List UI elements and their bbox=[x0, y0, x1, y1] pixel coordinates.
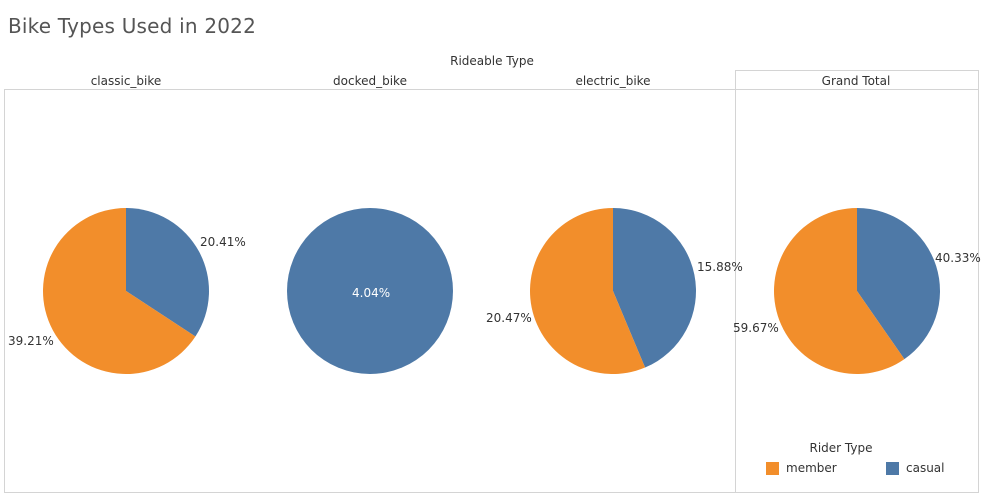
slice-label-docked-bike-casual: 4.04% bbox=[352, 286, 391, 300]
panel-header-grand-total: Grand Total bbox=[821, 74, 891, 88]
chart-title: Bike Types Used in 2022 bbox=[8, 14, 257, 38]
panel-header-electric-bike: electric_bike bbox=[575, 74, 651, 88]
pie-slice-classic-bike-member[interactable] bbox=[42, 207, 196, 375]
slice-label-classic-bike-casual: 20.41% bbox=[200, 235, 246, 249]
legend-swatch-casual bbox=[886, 461, 899, 475]
slice-label-classic-bike-member: 39.21% bbox=[8, 334, 54, 348]
left-border-line bbox=[4, 89, 5, 493]
grand-total-divider-line bbox=[735, 70, 736, 493]
legend-label-member: member bbox=[786, 461, 837, 475]
grand-total-top-line bbox=[735, 70, 979, 71]
bottom-border-line bbox=[4, 492, 978, 493]
slice-label-grand-total-casual: 40.33% bbox=[935, 251, 981, 265]
panel-header-docked-bike: docked_bike bbox=[333, 74, 407, 88]
right-border-line bbox=[978, 70, 979, 493]
panel-header-classic-bike: classic_bike bbox=[90, 74, 162, 88]
pie-slice-electric-bike-casual[interactable] bbox=[613, 208, 696, 368]
legend-item-casual[interactable]: casual bbox=[886, 461, 945, 475]
legend-swatch-member bbox=[766, 461, 779, 475]
legend-title: Rider Type bbox=[809, 441, 873, 455]
slice-label-grand-total-member: 59.67% bbox=[733, 321, 779, 335]
legend-item-member[interactable]: member bbox=[766, 461, 837, 475]
slice-label-electric-bike-casual: 15.88% bbox=[697, 260, 743, 274]
pie-slice-grand-total-member[interactable] bbox=[773, 208, 905, 374]
facet-group-header: Rideable Type bbox=[450, 54, 534, 68]
pie-slice-grand-total-casual[interactable] bbox=[857, 208, 940, 360]
legend-label-casual: casual bbox=[906, 461, 945, 475]
slice-label-electric-bike-member: 20.47% bbox=[486, 311, 532, 325]
pie-slice-classic-bike-casual[interactable] bbox=[126, 208, 209, 337]
pie-slice-electric-bike-member[interactable] bbox=[529, 208, 646, 374]
pie-slice-docked-bike-casual[interactable] bbox=[287, 208, 453, 374]
header-divider-line bbox=[4, 89, 978, 90]
